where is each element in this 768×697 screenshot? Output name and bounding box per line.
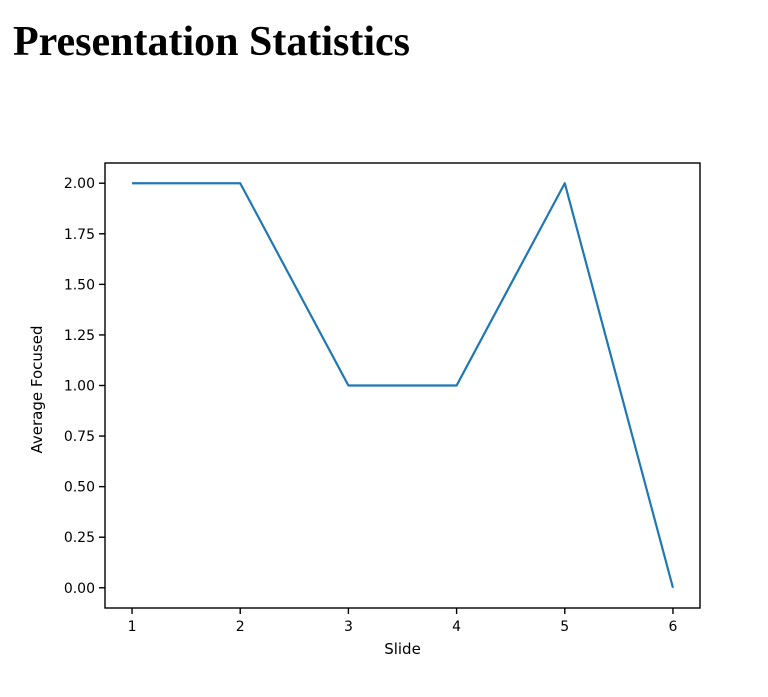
x-tick-label: 1 xyxy=(128,619,137,635)
x-axis-label: Slide xyxy=(384,640,421,658)
y-tick-label: 0.25 xyxy=(64,530,95,546)
y-tick-label: 1.50 xyxy=(64,277,95,293)
x-tick-label: 5 xyxy=(560,619,569,635)
x-tick-label: 6 xyxy=(668,619,677,635)
y-tick-label: 2.00 xyxy=(64,176,95,192)
y-axis-label: Average Focused xyxy=(28,326,46,454)
y-tick-label: 0.50 xyxy=(64,480,95,496)
y-tick-label: 1.75 xyxy=(64,227,95,243)
x-tick-label: 4 xyxy=(452,619,461,635)
x-tick-label: 2 xyxy=(236,619,245,635)
data-line-series xyxy=(132,182,675,589)
x-tick-label: 3 xyxy=(344,619,353,635)
y-tick-label: 0.00 xyxy=(64,581,95,597)
y-tick-label: 1.25 xyxy=(64,328,95,344)
page-title: Presentation Statistics xyxy=(13,19,411,65)
y-tick-label: 0.75 xyxy=(64,429,95,445)
y-tick-label: 1.00 xyxy=(64,379,95,395)
